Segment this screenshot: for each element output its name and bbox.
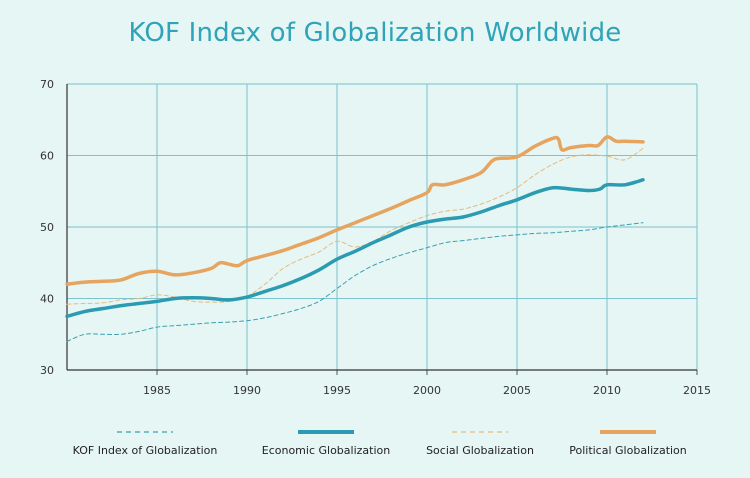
legend-item: Social Globalization xyxy=(426,431,534,457)
series-line-kof-index-of-globalization xyxy=(66,222,644,342)
x-tick-label: 2005 xyxy=(503,384,531,397)
legend-label: Economic Globalization xyxy=(262,444,391,457)
legend-item: Economic Globalization xyxy=(262,430,391,457)
y-tick-label: 50 xyxy=(40,221,54,234)
axes: 30 40 50 60 70 1985 1990 1995 2000 2005 2010 2015 xyxy=(40,78,711,397)
legend-item: Political Globalization xyxy=(569,430,687,457)
grid xyxy=(67,83,698,370)
y-tick-label: 60 xyxy=(40,150,54,163)
legend-label: Social Globalization xyxy=(426,444,534,457)
x-tick-label: 2010 xyxy=(593,384,621,397)
x-tick-label: 2000 xyxy=(413,384,441,397)
x-tick-label: 1990 xyxy=(233,384,261,397)
y-tick-label: 70 xyxy=(40,78,54,91)
series-line-economic-globalization xyxy=(65,178,645,319)
chart-title: KOF Index of Globalization Worldwide xyxy=(128,18,622,48)
series-line-social-globalization xyxy=(66,147,644,305)
x-tick-label: 2015 xyxy=(683,384,711,397)
x-tick-label: 1995 xyxy=(323,384,351,397)
series-line-political-globalization xyxy=(65,135,645,286)
series-lines xyxy=(65,135,645,342)
legend-label: Political Globalization xyxy=(569,444,687,457)
y-tick-label: 30 xyxy=(40,364,54,377)
legend-label: KOF Index of Globalization xyxy=(73,444,218,457)
legend: KOF Index of Globalization Economic Globa… xyxy=(73,430,687,457)
legend-item: KOF Index of Globalization xyxy=(73,431,218,457)
y-tick-label: 40 xyxy=(40,293,54,306)
x-tick-label: 1985 xyxy=(143,384,171,397)
